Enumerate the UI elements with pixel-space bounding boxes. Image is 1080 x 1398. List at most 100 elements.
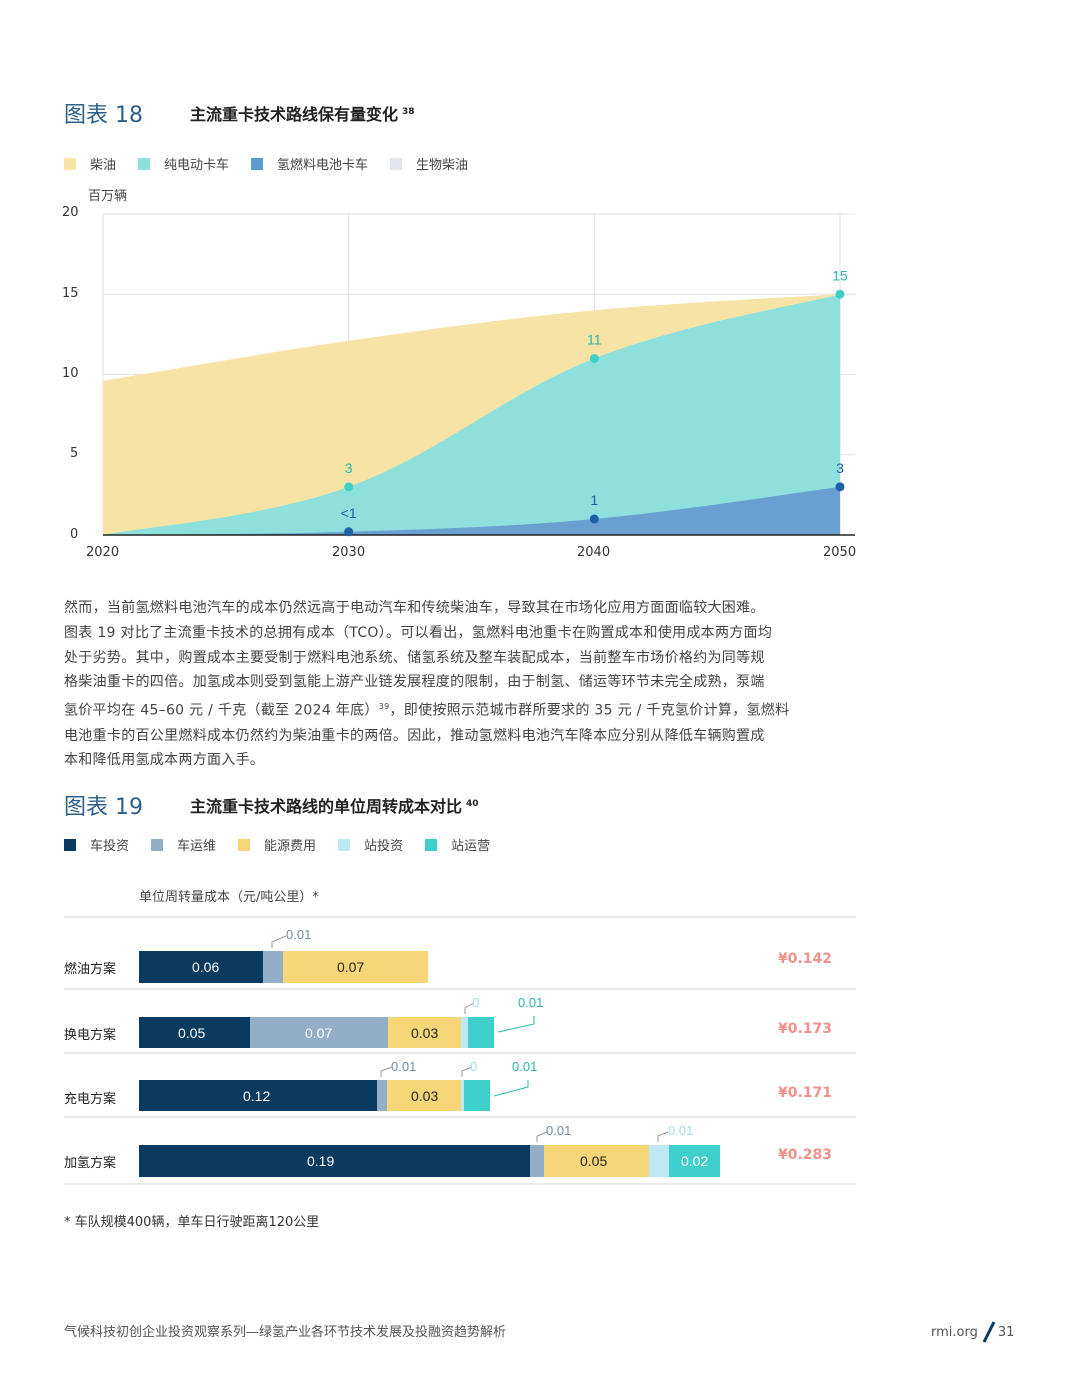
legend-label: 柴油 [90, 158, 117, 173]
figure-18-chart: 3 11 15 <1 1 3 [102, 213, 855, 537]
figure-19-footnote: * 车队规模400辆，单车日行驶距离120公里 [64, 1215, 320, 1230]
bar-segment-station-operation [669, 1145, 720, 1177]
bar-segment-energy [283, 951, 428, 983]
legend-swatch [151, 838, 164, 851]
bar-value-label: 0.01 [546, 1123, 571, 1138]
text-line: 氢价平均在 45–60 元 / 千克（截至 2024 年底）39，即使按照示范城… [64, 702, 790, 719]
row-label-charging: 充电方案 [64, 1092, 117, 1107]
bar-segment-station-investment [461, 1080, 464, 1111]
leader-line [380, 1066, 393, 1077]
bar-value-label: 0.12 [243, 1088, 270, 1104]
bar-value-label: 0.07 [305, 1025, 332, 1041]
leader-line [497, 1016, 535, 1033]
figure-18-legend: 柴油 纯电动卡车 氢燃料电池卡车 生物柴油 [64, 154, 490, 173]
x-tick-label: 2020 [86, 545, 120, 560]
data-label: 3 [836, 460, 844, 476]
text-line: 图表 19 对比了主流重卡技术的总拥有成本（TCO）。可以看出，氢燃料电池重卡在… [64, 624, 773, 641]
bar-value-label: 0.03 [411, 1025, 438, 1041]
bar-value-label: 0.06 [192, 959, 219, 975]
y-tick-label: 5 [70, 446, 79, 461]
legend-item: 能源费用 [238, 835, 316, 854]
row-label-hydrogen: 加氢方案 [64, 1156, 117, 1171]
legend-item: 车投资 [64, 835, 129, 854]
area-fcev [103, 486, 840, 535]
legend-label: 车投资 [90, 839, 130, 854]
total-hydrogen: ¥0.283 [778, 1147, 833, 1163]
figure-19-title: 主流重卡技术路线的单位周转成本对比 40 [190, 797, 479, 816]
legend-swatch [338, 838, 351, 851]
legend-label: 纯电动卡车 [164, 158, 230, 173]
data-label: 1 [590, 492, 598, 508]
legend-swatch [390, 157, 403, 170]
bar-segment-vehicle-investment [139, 1080, 377, 1111]
data-point [589, 353, 599, 363]
total-battery-swap: ¥0.173 [778, 1021, 833, 1037]
y-tick-label: 0 [70, 527, 79, 542]
legend-label: 氢燃料电池卡车 [277, 158, 369, 173]
data-point [835, 289, 845, 299]
data-point [589, 514, 599, 524]
figure-19-number: 图表 19 [64, 795, 143, 820]
legend-label: 生物柴油 [416, 158, 469, 173]
row-label-diesel: 燃油方案 [64, 962, 117, 977]
footer-site: rmi.org [931, 1324, 978, 1340]
bar-segment-vehicle-investment [139, 1017, 250, 1048]
leader-line [657, 1131, 669, 1142]
legend-label: 车运维 [177, 839, 217, 854]
slash-icon [982, 1321, 996, 1343]
x-tick-label: 2030 [332, 545, 366, 560]
legend-label: 站投资 [364, 839, 404, 854]
bar-value-label: 0.02 [681, 1153, 708, 1169]
legend-label: 站运营 [451, 839, 491, 854]
bar-value-label: 0.07 [337, 959, 364, 975]
figure-19-legend: 车投资 车运维 能源费用 站投资 站运营 [64, 835, 512, 854]
bar-segment-vehicle-maintenance [263, 951, 283, 983]
leader-line [464, 1002, 475, 1014]
bar-value-label: 0.05 [580, 1153, 607, 1169]
bar-segment-energy [388, 1017, 461, 1048]
bar-value-label: 0.01 [518, 995, 543, 1010]
legend-item: 柴油 [64, 154, 116, 173]
figure-18-number: 图表 18 [64, 103, 143, 128]
bar-segment-station-investment [649, 1145, 669, 1177]
row-label-battery-swap: 换电方案 [64, 1028, 117, 1043]
legend-swatch [425, 838, 438, 851]
footer-series-title: 气候科技初创企业投资观察系列—绿氢产业各环节技术发展及投融资趋势解析 [64, 1325, 507, 1340]
figure-18-ylabel: 百万辆 [88, 189, 128, 204]
legend-swatch [64, 157, 76, 170]
legend-swatch [238, 838, 251, 851]
text-line: 处于劣势。其中，购置成本主要受制于燃料电池系统、储氢系统及整车装配成本，当前整车… [64, 649, 765, 666]
data-point [344, 482, 354, 492]
bar-value-label: 0.01 [512, 1059, 537, 1074]
bar-segment-energy [387, 1080, 461, 1111]
legend-item: 生物柴油 [390, 154, 468, 173]
leader-line [536, 1131, 548, 1142]
data-point [835, 482, 845, 492]
data-label: <1 [341, 505, 357, 521]
bar-value-label: 0.19 [307, 1153, 334, 1169]
text-line: 然而，当前氢燃料电池汽车的成本仍然远高于电动汽车和传统柴油车，导致其在市场化应用… [64, 600, 765, 616]
x-tick-label: 2040 [577, 545, 611, 560]
bar-segment-energy [544, 1145, 649, 1177]
legend-item: 站运营 [425, 835, 490, 854]
bar-segment-vehicle-maintenance [530, 1145, 544, 1177]
bar-segment-station-operation [468, 1017, 494, 1048]
bar-segment-vehicle-investment [139, 1145, 530, 1177]
legend-item: 纯电动卡车 [138, 154, 229, 173]
area-bev [103, 294, 840, 535]
bar-value-label: 0.01 [286, 927, 311, 942]
figure-18-title: 主流重卡技术路线保有量变化 38 [190, 105, 415, 124]
legend-item: 氢燃料电池卡车 [251, 154, 368, 173]
data-label: 3 [345, 460, 353, 476]
footer-page-info: rmi.org 31 [931, 1321, 1014, 1343]
bar-segment-vehicle-investment [139, 951, 263, 983]
bar-value-label: 0 [472, 995, 479, 1010]
x-tick-label: 2050 [823, 545, 857, 560]
leader-line [271, 935, 287, 948]
legend-swatch [138, 157, 151, 170]
figure-19-chart: 0.06 0.07 0.01 0.05 0.07 0.03 0 0.01 0.1… [64, 916, 856, 1185]
bar-value-label: 0.01 [391, 1059, 416, 1074]
legend-item: 站投资 [338, 835, 403, 854]
data-label: 15 [832, 267, 848, 283]
legend-swatch [64, 838, 76, 851]
